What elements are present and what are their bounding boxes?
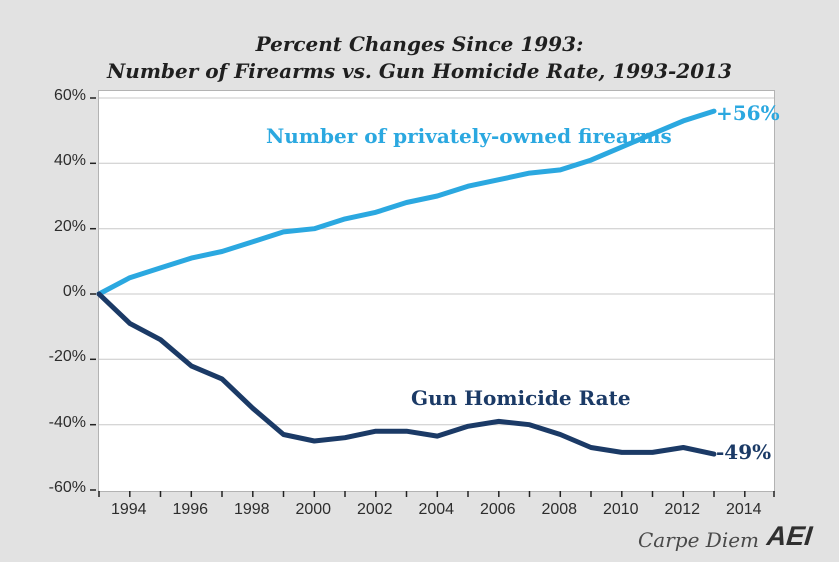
- chart-title-line1: Percent Changes Since 1993:: [255, 32, 584, 56]
- x-tick-label: 2008: [541, 501, 578, 518]
- plot-area: [90, 90, 775, 497]
- series-label-firearms: Number of privately-owned firearms: [266, 124, 672, 148]
- line-firearms: [96, 108, 717, 297]
- aei-logo: AEI: [765, 521, 814, 551]
- y-tick-label: 20%: [53, 217, 86, 235]
- y-tick-label: -60%: [48, 479, 86, 496]
- chart-title: Percent Changes Since 1993: Number of Fi…: [0, 31, 839, 85]
- y-tick-label: 0%: [62, 283, 86, 300]
- y-tick-label: 40%: [53, 152, 86, 170]
- data-label-firearms-end: +56%: [716, 101, 780, 125]
- y-tick-label: -40%: [48, 413, 86, 431]
- chart-lines-svg: [90, 97, 775, 497]
- line-homicide: [96, 291, 717, 457]
- x-tick-label: 2002: [356, 501, 393, 518]
- x-tick-label: 2004: [418, 501, 455, 518]
- data-label-homicide-end: -49%: [716, 440, 772, 464]
- y-tick-label: -20%: [48, 348, 86, 366]
- x-tick-label: 2010: [602, 501, 639, 518]
- series-label-homicide: Gun Homicide Rate: [411, 386, 631, 410]
- y-tick-label: 60%: [53, 87, 86, 104]
- x-tick-label: 2000: [295, 501, 332, 518]
- credit-carpe-diem: Carpe Diem: [638, 528, 760, 552]
- x-tick-label: 1996: [172, 501, 209, 518]
- x-tick-label: 1994: [110, 501, 147, 518]
- chart-title-line2: Number of Firearms vs. Gun Homicide Rate…: [107, 59, 732, 83]
- x-tick-label: 1998: [233, 501, 270, 518]
- x-tick-label: 2012: [664, 501, 701, 518]
- x-tick-label: 2014: [725, 501, 762, 518]
- x-tick-label: 2006: [479, 501, 516, 518]
